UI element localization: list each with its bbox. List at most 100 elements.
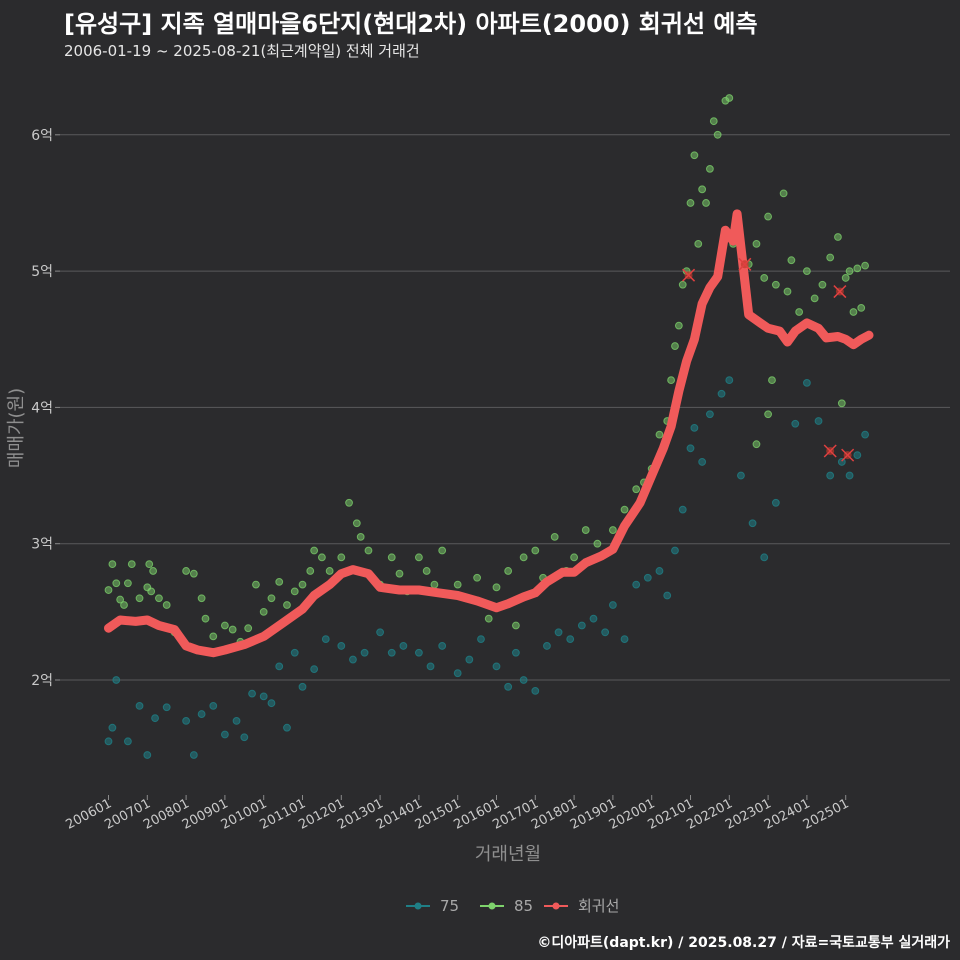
highlight-x-mark (841, 448, 855, 462)
point-75 (477, 635, 485, 644)
legend: 75 85 회귀선 (406, 897, 619, 915)
point-85 (337, 553, 346, 562)
point-85 (155, 594, 163, 603)
point-85 (593, 539, 602, 548)
y-tick-label: 4억 (31, 400, 53, 416)
point-75 (143, 751, 152, 759)
point-75 (438, 642, 447, 650)
point-75 (803, 378, 811, 387)
point-85 (752, 239, 761, 248)
point-75 (791, 419, 800, 428)
point-85 (201, 614, 210, 623)
point-75 (162, 703, 171, 712)
point-85 (779, 189, 788, 198)
legend-key-dot (414, 902, 422, 910)
point-85 (228, 625, 237, 634)
point-75 (845, 471, 854, 480)
point-75 (376, 628, 385, 637)
point-85 (512, 621, 520, 630)
highlight-x-mark (823, 444, 837, 458)
point-85 (492, 583, 501, 592)
point-85 (655, 430, 664, 439)
grid-lines (60, 134, 950, 681)
series-75-points (104, 376, 869, 759)
legend-label: 85 (514, 897, 533, 915)
point-85 (124, 579, 132, 588)
y-axis-label: 매매가(원) (6, 388, 27, 468)
point-75 (504, 682, 513, 691)
point-85 (706, 164, 714, 173)
point-75 (197, 710, 206, 718)
point-85 (803, 267, 811, 276)
point-85 (252, 580, 260, 589)
point-75 (337, 642, 346, 650)
point-85 (197, 594, 206, 603)
point-75 (853, 451, 862, 460)
point-85 (116, 595, 125, 604)
point-85 (484, 614, 493, 623)
point-85 (818, 280, 827, 289)
point-85 (609, 526, 617, 534)
point-75 (240, 733, 249, 742)
point-85 (473, 573, 482, 582)
point-75 (519, 676, 528, 684)
point-75 (465, 655, 474, 664)
point-85 (674, 321, 683, 330)
point-75 (737, 471, 745, 480)
point-85 (857, 304, 866, 312)
point-75 (283, 723, 291, 732)
point-85 (149, 567, 158, 575)
point-75 (426, 662, 435, 671)
highlight-x-mark (738, 257, 752, 271)
point-75 (643, 573, 652, 582)
point-75 (748, 519, 757, 528)
point-85 (221, 621, 229, 630)
point-75 (135, 701, 144, 710)
point-85 (430, 580, 439, 589)
point-75 (221, 730, 229, 739)
point-75 (399, 642, 408, 650)
point-85 (112, 579, 121, 588)
point-75 (360, 648, 369, 657)
point-85 (725, 94, 734, 102)
point-75 (543, 642, 551, 650)
legend-label: 회귀선 (578, 897, 619, 915)
point-85 (620, 505, 629, 514)
point-85 (783, 287, 792, 296)
point-75 (267, 699, 276, 708)
point-75 (566, 635, 575, 644)
point-85 (310, 546, 319, 555)
point-85 (519, 553, 528, 562)
point-85 (356, 532, 365, 541)
point-85 (581, 526, 590, 534)
point-75 (601, 628, 610, 637)
point-85 (189, 569, 198, 578)
point-85 (760, 274, 769, 282)
point-85 (787, 256, 796, 265)
point-75 (609, 601, 617, 609)
point-75 (632, 580, 641, 589)
point-75 (512, 648, 520, 657)
point-85 (182, 567, 191, 575)
point-75 (554, 628, 563, 637)
x-axis-label: 거래년월 (475, 844, 541, 865)
point-85 (686, 199, 695, 207)
point-75 (671, 546, 679, 555)
point-75 (589, 614, 598, 623)
point-85 (275, 577, 284, 586)
point-85 (120, 601, 128, 609)
point-75 (706, 410, 714, 419)
point-75 (663, 591, 672, 600)
point-75 (531, 687, 540, 695)
point-85 (841, 274, 850, 282)
point-85 (702, 199, 710, 207)
y-axis-ticks: 2억 3억 4억 5억 6억 (31, 128, 60, 689)
point-85 (771, 280, 780, 289)
point-85 (267, 594, 276, 603)
point-85 (826, 253, 835, 262)
point-85 (259, 607, 268, 616)
point-85 (504, 567, 513, 575)
point-85 (632, 485, 641, 494)
point-85 (570, 553, 578, 562)
point-75 (492, 662, 501, 671)
